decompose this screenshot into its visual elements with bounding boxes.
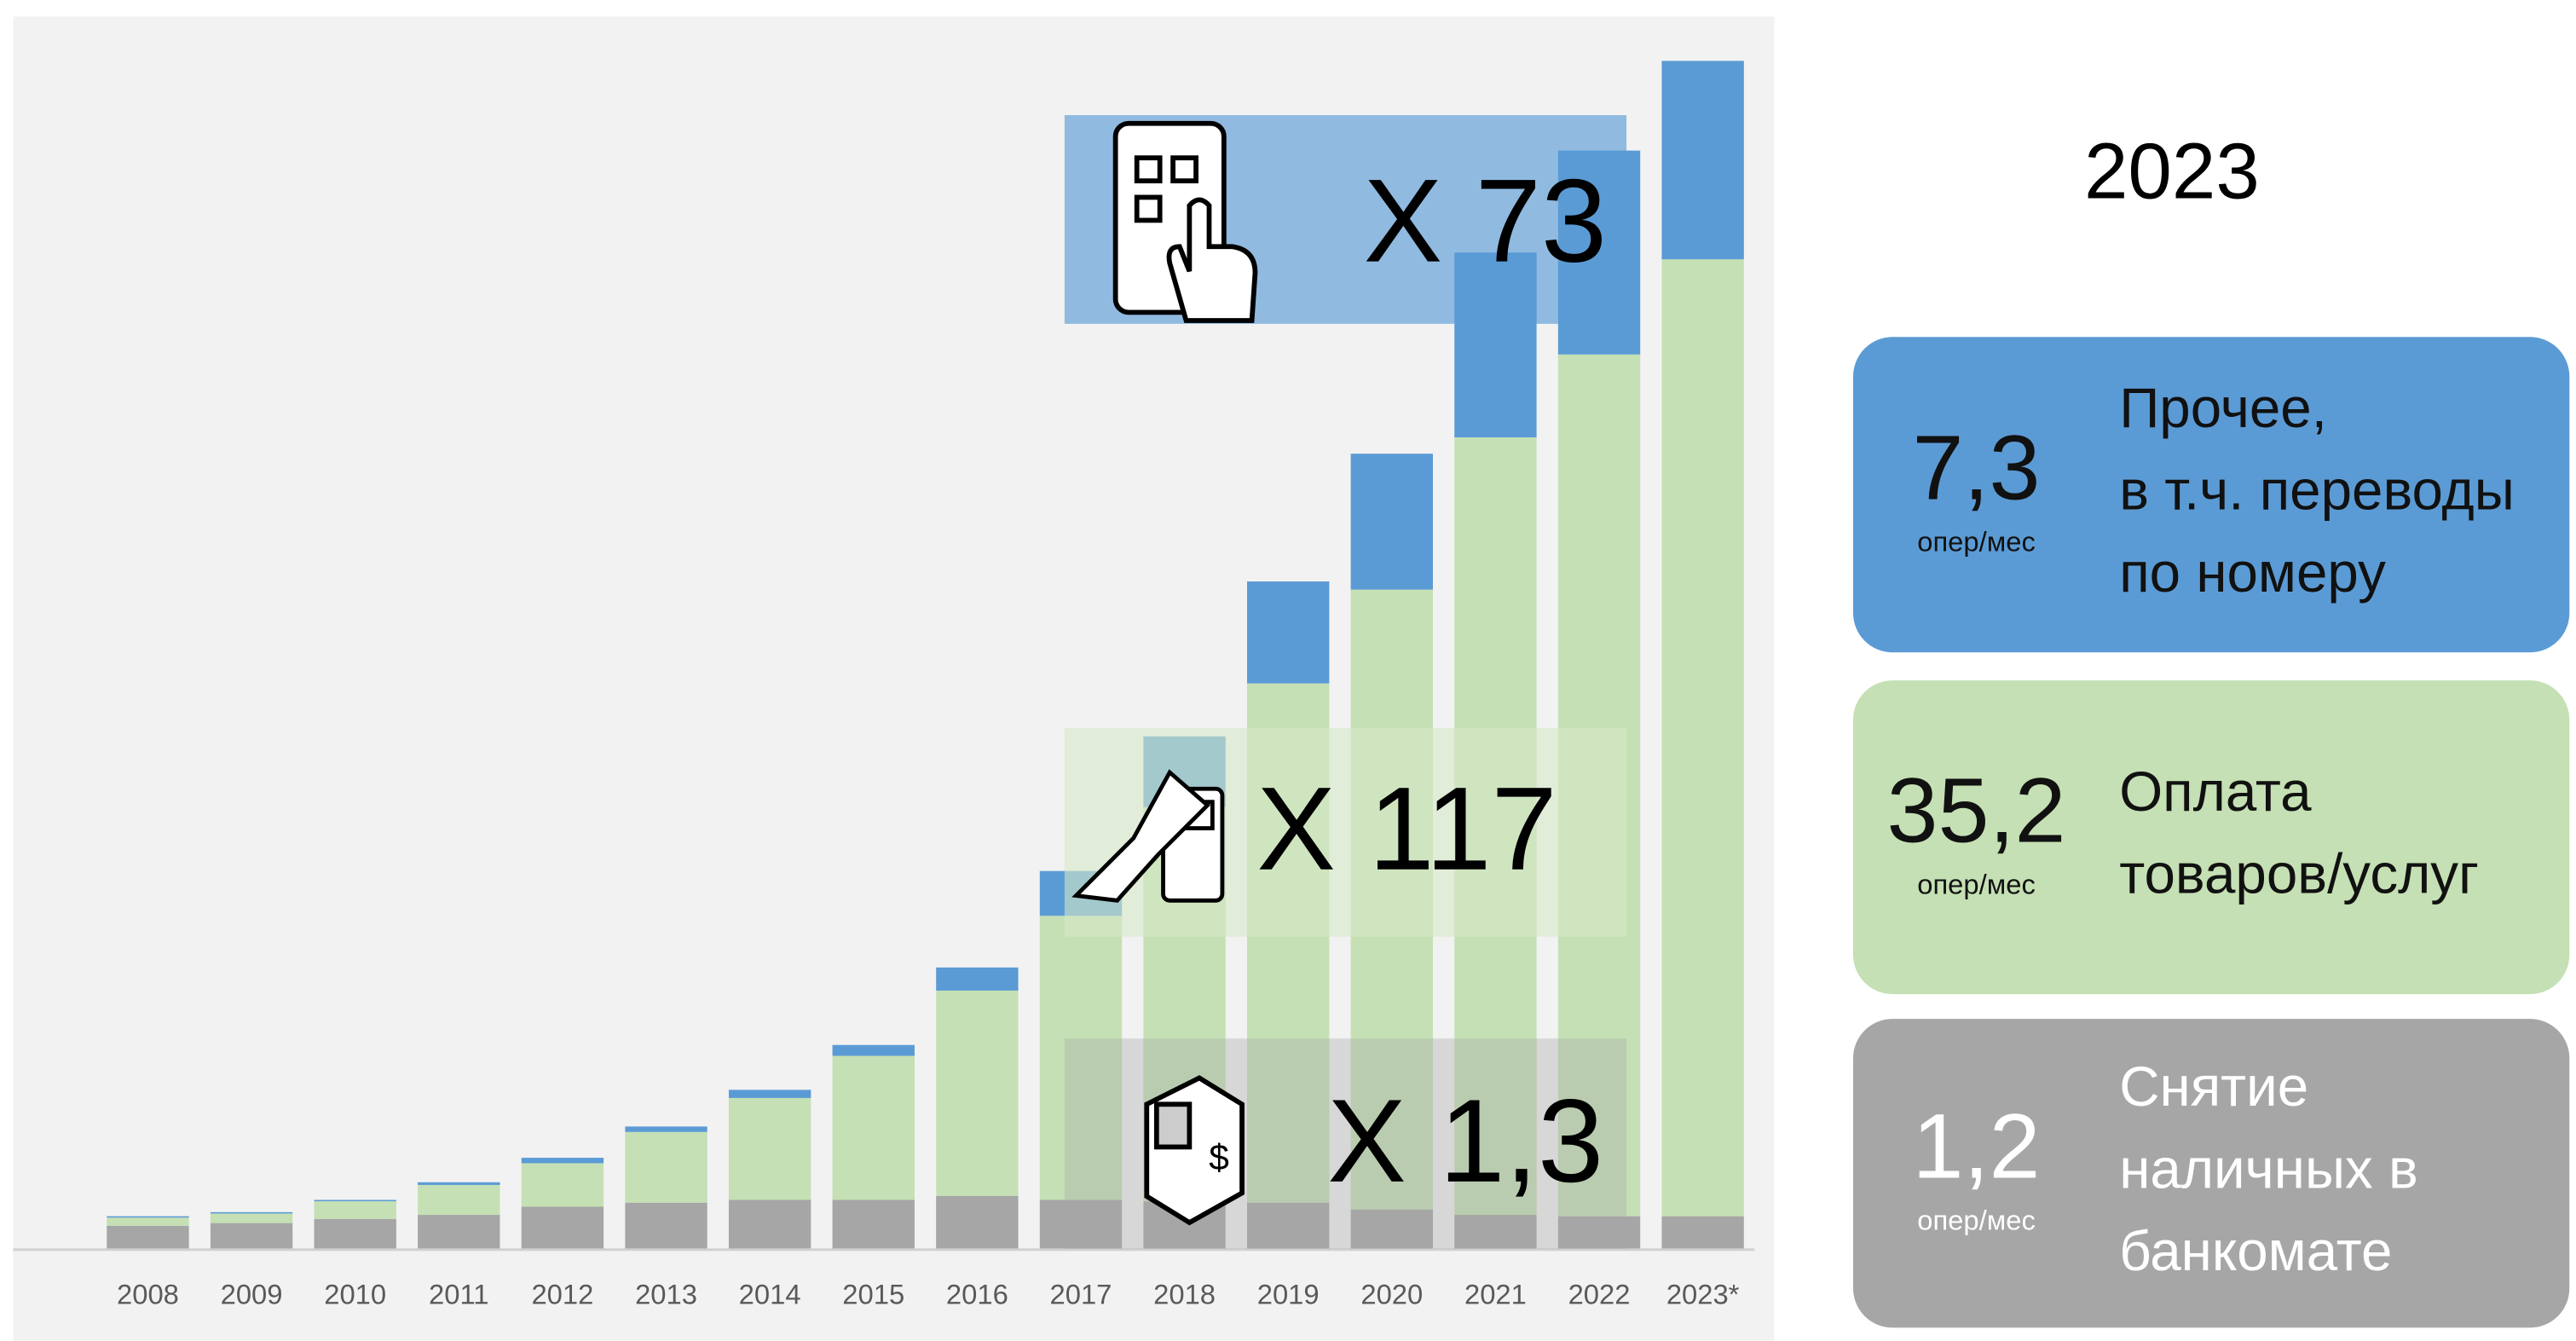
bar-segment [210,1213,293,1223]
phone-icon [1112,120,1258,323]
bar-segment [314,1201,396,1219]
x-tick-label: 2021 [1464,1278,1527,1309]
atm-icon: $ [1144,1075,1245,1226]
x-tick-label: 2017 [1050,1278,1112,1309]
bar-segment [107,1217,189,1226]
bar-segment [728,1199,811,1249]
bar-segment [936,967,1019,991]
bar-segment [314,1218,396,1249]
legend-label: Оплата [2119,760,2312,823]
bar-segment [728,1097,811,1200]
bar-segment [1247,1202,1330,1249]
x-tick-label: 2010 [324,1278,386,1309]
bar-segment [210,1211,293,1214]
bar-segment [1661,61,1744,260]
x-tick-label: 2009 [221,1278,283,1309]
bar-segment [1557,1216,1641,1249]
x-tick-label: 2019 [1257,1278,1320,1309]
x-tick-label: 2011 [429,1278,488,1309]
bar-segment [1039,916,1123,1200]
legend-label: в т.ч. переводы [2119,460,2515,522]
x-tick-label: 2018 [1153,1278,1216,1309]
bar-segment [832,1055,915,1200]
svg-text:$: $ [1209,1137,1229,1177]
legend-value: 7,3 [1913,416,2041,519]
bar-segment [418,1215,500,1249]
bar-segment [1661,259,1744,1217]
bar-segment [625,1131,708,1203]
x-tick-label: 2008 [117,1278,179,1309]
x-tick-label: 2022 [1568,1278,1631,1309]
bar-segment [1247,581,1330,684]
legend-unit: опер/мес [1917,1205,2036,1236]
legend-box [1852,1019,2570,1328]
legend: 1,2 опер/мес Снятие наличных в банкомате 35,2… [1852,337,2570,1328]
x-tick-label: 2012 [531,1278,593,1309]
bar-segment [832,1044,915,1056]
legend-label: наличных в [2119,1138,2418,1200]
bar-segment [936,990,1019,1196]
bar-segment [521,1158,604,1164]
bar-segment [107,1216,189,1218]
bar-segment [1454,1215,1537,1249]
x-tick-label: 2016 [946,1278,1008,1309]
bar-segment [625,1126,708,1132]
bar-segment [728,1090,811,1098]
x-tick-label: 2013 [635,1278,697,1309]
card-icon [1071,769,1225,903]
multiplier: X 117 [1256,763,1557,895]
bar-segment [418,1184,500,1216]
legend-label: Снятие [2119,1055,2308,1118]
bar-segment [521,1163,604,1207]
multiplier: X 1,3 [1327,1075,1603,1207]
legend-label: по номеру [2119,541,2386,604]
legend-box [1852,680,2570,995]
bar-segment [314,1199,396,1202]
bar-segment [625,1202,708,1249]
bar-segment [521,1206,604,1249]
x-tick-label: 2020 [1360,1278,1423,1309]
bar-segment [1350,1209,1433,1249]
overlays: $ X 73 X 117 X 1,3 [1064,115,1627,1249]
legend-unit: опер/мес [1917,526,2036,558]
bar-segment [1661,1216,1744,1249]
legend-box [1852,337,2570,653]
bar-segment [418,1182,500,1185]
bar-segment [107,1225,189,1249]
legend-label: товаров/услуг [2119,843,2479,905]
legend-unit: опер/мес [1917,869,2036,900]
bar-segment [1350,454,1433,590]
multiplier: X 73 [1364,155,1607,287]
legend-label: Прочее, [2119,377,2327,439]
x-tick-label: 2015 [842,1278,904,1309]
bar-segment [1039,1199,1123,1249]
bar-segment [936,1195,1019,1249]
bar-segment [210,1223,293,1249]
bar-segment [832,1199,915,1249]
x-tick-label: 2014 [739,1278,801,1309]
legend-value: 1,2 [1913,1095,2041,1198]
x-tick-label: 2023* [1666,1278,1740,1309]
legend-label: банкомате [2119,1220,2392,1282]
legend-value: 35,2 [1887,759,2066,862]
chart-title: 2023 [2084,127,2260,216]
